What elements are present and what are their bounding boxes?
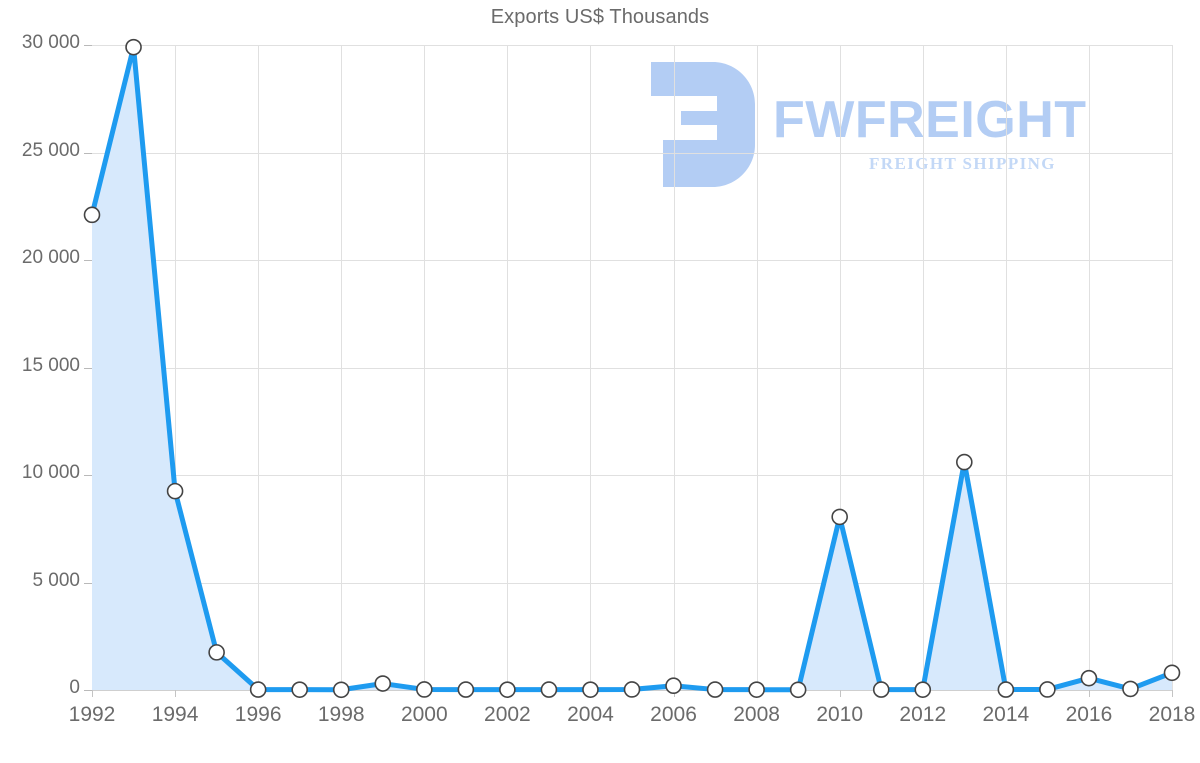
data-point-marker[interactable] xyxy=(166,482,184,500)
gridline-vertical xyxy=(756,45,758,690)
data-point-marker[interactable] xyxy=(125,38,142,56)
gridline-horizontal xyxy=(92,152,1172,154)
data-point-marker[interactable] xyxy=(831,508,848,526)
y-axis-tick-label: 5 000 xyxy=(32,569,80,591)
x-axis-tick-label: 1992 xyxy=(68,703,116,726)
x-axis-tick-label: 2008 xyxy=(733,703,780,726)
x-axis-tick-label: 2018 xyxy=(1148,703,1196,726)
x-axis-tick-label: 2014 xyxy=(982,703,1030,726)
gridline-horizontal xyxy=(92,367,1172,369)
y-axis-tick-mark xyxy=(84,260,92,261)
gridline-vertical xyxy=(1088,45,1090,690)
x-axis-tick-mark xyxy=(1088,690,1090,697)
data-point-marker[interactable] xyxy=(457,681,475,698)
gridline-vertical xyxy=(424,45,426,690)
y-axis-tick-mark xyxy=(84,475,92,476)
gridline-vertical xyxy=(258,45,260,690)
x-axis-tick-label: 2000 xyxy=(400,703,448,726)
series-area-fill xyxy=(92,47,1172,690)
x-axis-tick-label: 1994 xyxy=(151,703,199,726)
data-point-marker[interactable] xyxy=(582,681,599,698)
x-axis-tick-mark xyxy=(839,690,841,697)
y-axis-tick-label: 30 000 xyxy=(21,32,80,53)
y-axis-tick-label: 0 xyxy=(69,677,80,698)
data-point-marker[interactable] xyxy=(374,675,392,692)
gridline-vertical xyxy=(341,45,343,690)
data-point-marker[interactable] xyxy=(623,681,641,698)
y-axis-tick-mark xyxy=(84,45,92,46)
gridline-vertical xyxy=(922,45,924,690)
gridline-horizontal xyxy=(92,475,1172,476)
data-point-marker[interactable] xyxy=(416,681,433,698)
y-axis-tick-mark xyxy=(84,582,92,584)
data-point-marker[interactable] xyxy=(208,644,225,661)
x-axis-tick-label: 1998 xyxy=(317,703,365,726)
data-point-marker[interactable] xyxy=(332,681,350,699)
gridline-vertical xyxy=(175,45,177,690)
x-axis-tick-label: 2016 xyxy=(1065,703,1113,726)
data-point-marker[interactable] xyxy=(914,681,932,698)
gridline-vertical xyxy=(839,45,841,690)
x-axis-tick-mark xyxy=(1172,690,1173,697)
data-point-marker[interactable] xyxy=(1163,664,1181,682)
gridline-horizontal xyxy=(92,45,1172,46)
gridline-horizontal xyxy=(92,582,1172,584)
data-point-marker[interactable] xyxy=(997,681,1015,698)
x-axis-tick-label: 2004 xyxy=(567,703,614,726)
data-point-marker[interactable] xyxy=(1039,681,1056,698)
gridline-vertical xyxy=(1005,45,1007,690)
data-point-marker[interactable] xyxy=(872,681,890,698)
series-line xyxy=(89,44,1175,693)
x-axis-tick-label: 2006 xyxy=(650,703,697,726)
gridline-horizontal xyxy=(92,260,1172,261)
y-axis-tick-mark xyxy=(84,152,92,154)
gridline-vertical xyxy=(673,45,675,690)
x-axis-tick-label: 2012 xyxy=(899,703,947,726)
data-point-marker[interactable] xyxy=(540,681,558,698)
x-axis-tick-label: 2002 xyxy=(484,703,531,726)
data-point-marker[interactable] xyxy=(956,453,973,471)
x-axis-tick-mark xyxy=(92,690,93,697)
data-point-marker[interactable] xyxy=(1080,669,1098,687)
x-axis-tick-label: 1996 xyxy=(234,703,282,726)
chart-title: Exports US$ Thousands xyxy=(490,6,710,28)
y-axis-tick-mark xyxy=(84,690,92,691)
data-point-marker[interactable] xyxy=(83,206,101,224)
x-axis-tick-mark xyxy=(175,690,177,697)
y-axis-tick-label: 10 000 xyxy=(21,462,80,483)
data-point-marker[interactable] xyxy=(499,681,516,698)
gridline-vertical xyxy=(590,45,592,690)
data-point-marker[interactable] xyxy=(665,677,682,695)
y-axis-tick-mark xyxy=(84,367,92,369)
gridline-vertical xyxy=(507,45,509,690)
data-point-marker[interactable] xyxy=(748,681,765,698)
data-point-marker[interactable] xyxy=(291,681,308,698)
data-point-marker[interactable] xyxy=(706,681,724,698)
y-axis-tick-label: 20 000 xyxy=(21,247,80,268)
x-axis-tick-label: 2010 xyxy=(816,703,864,726)
plot-area xyxy=(92,45,1173,691)
y-axis-tick-label: 25 000 xyxy=(21,139,80,161)
gridline-vertical xyxy=(1172,45,1173,690)
data-point-marker[interactable] xyxy=(1122,680,1139,698)
data-point-marker[interactable] xyxy=(249,681,267,698)
data-point-marker[interactable] xyxy=(789,681,807,699)
y-axis-tick-label: 15 000 xyxy=(21,354,80,376)
